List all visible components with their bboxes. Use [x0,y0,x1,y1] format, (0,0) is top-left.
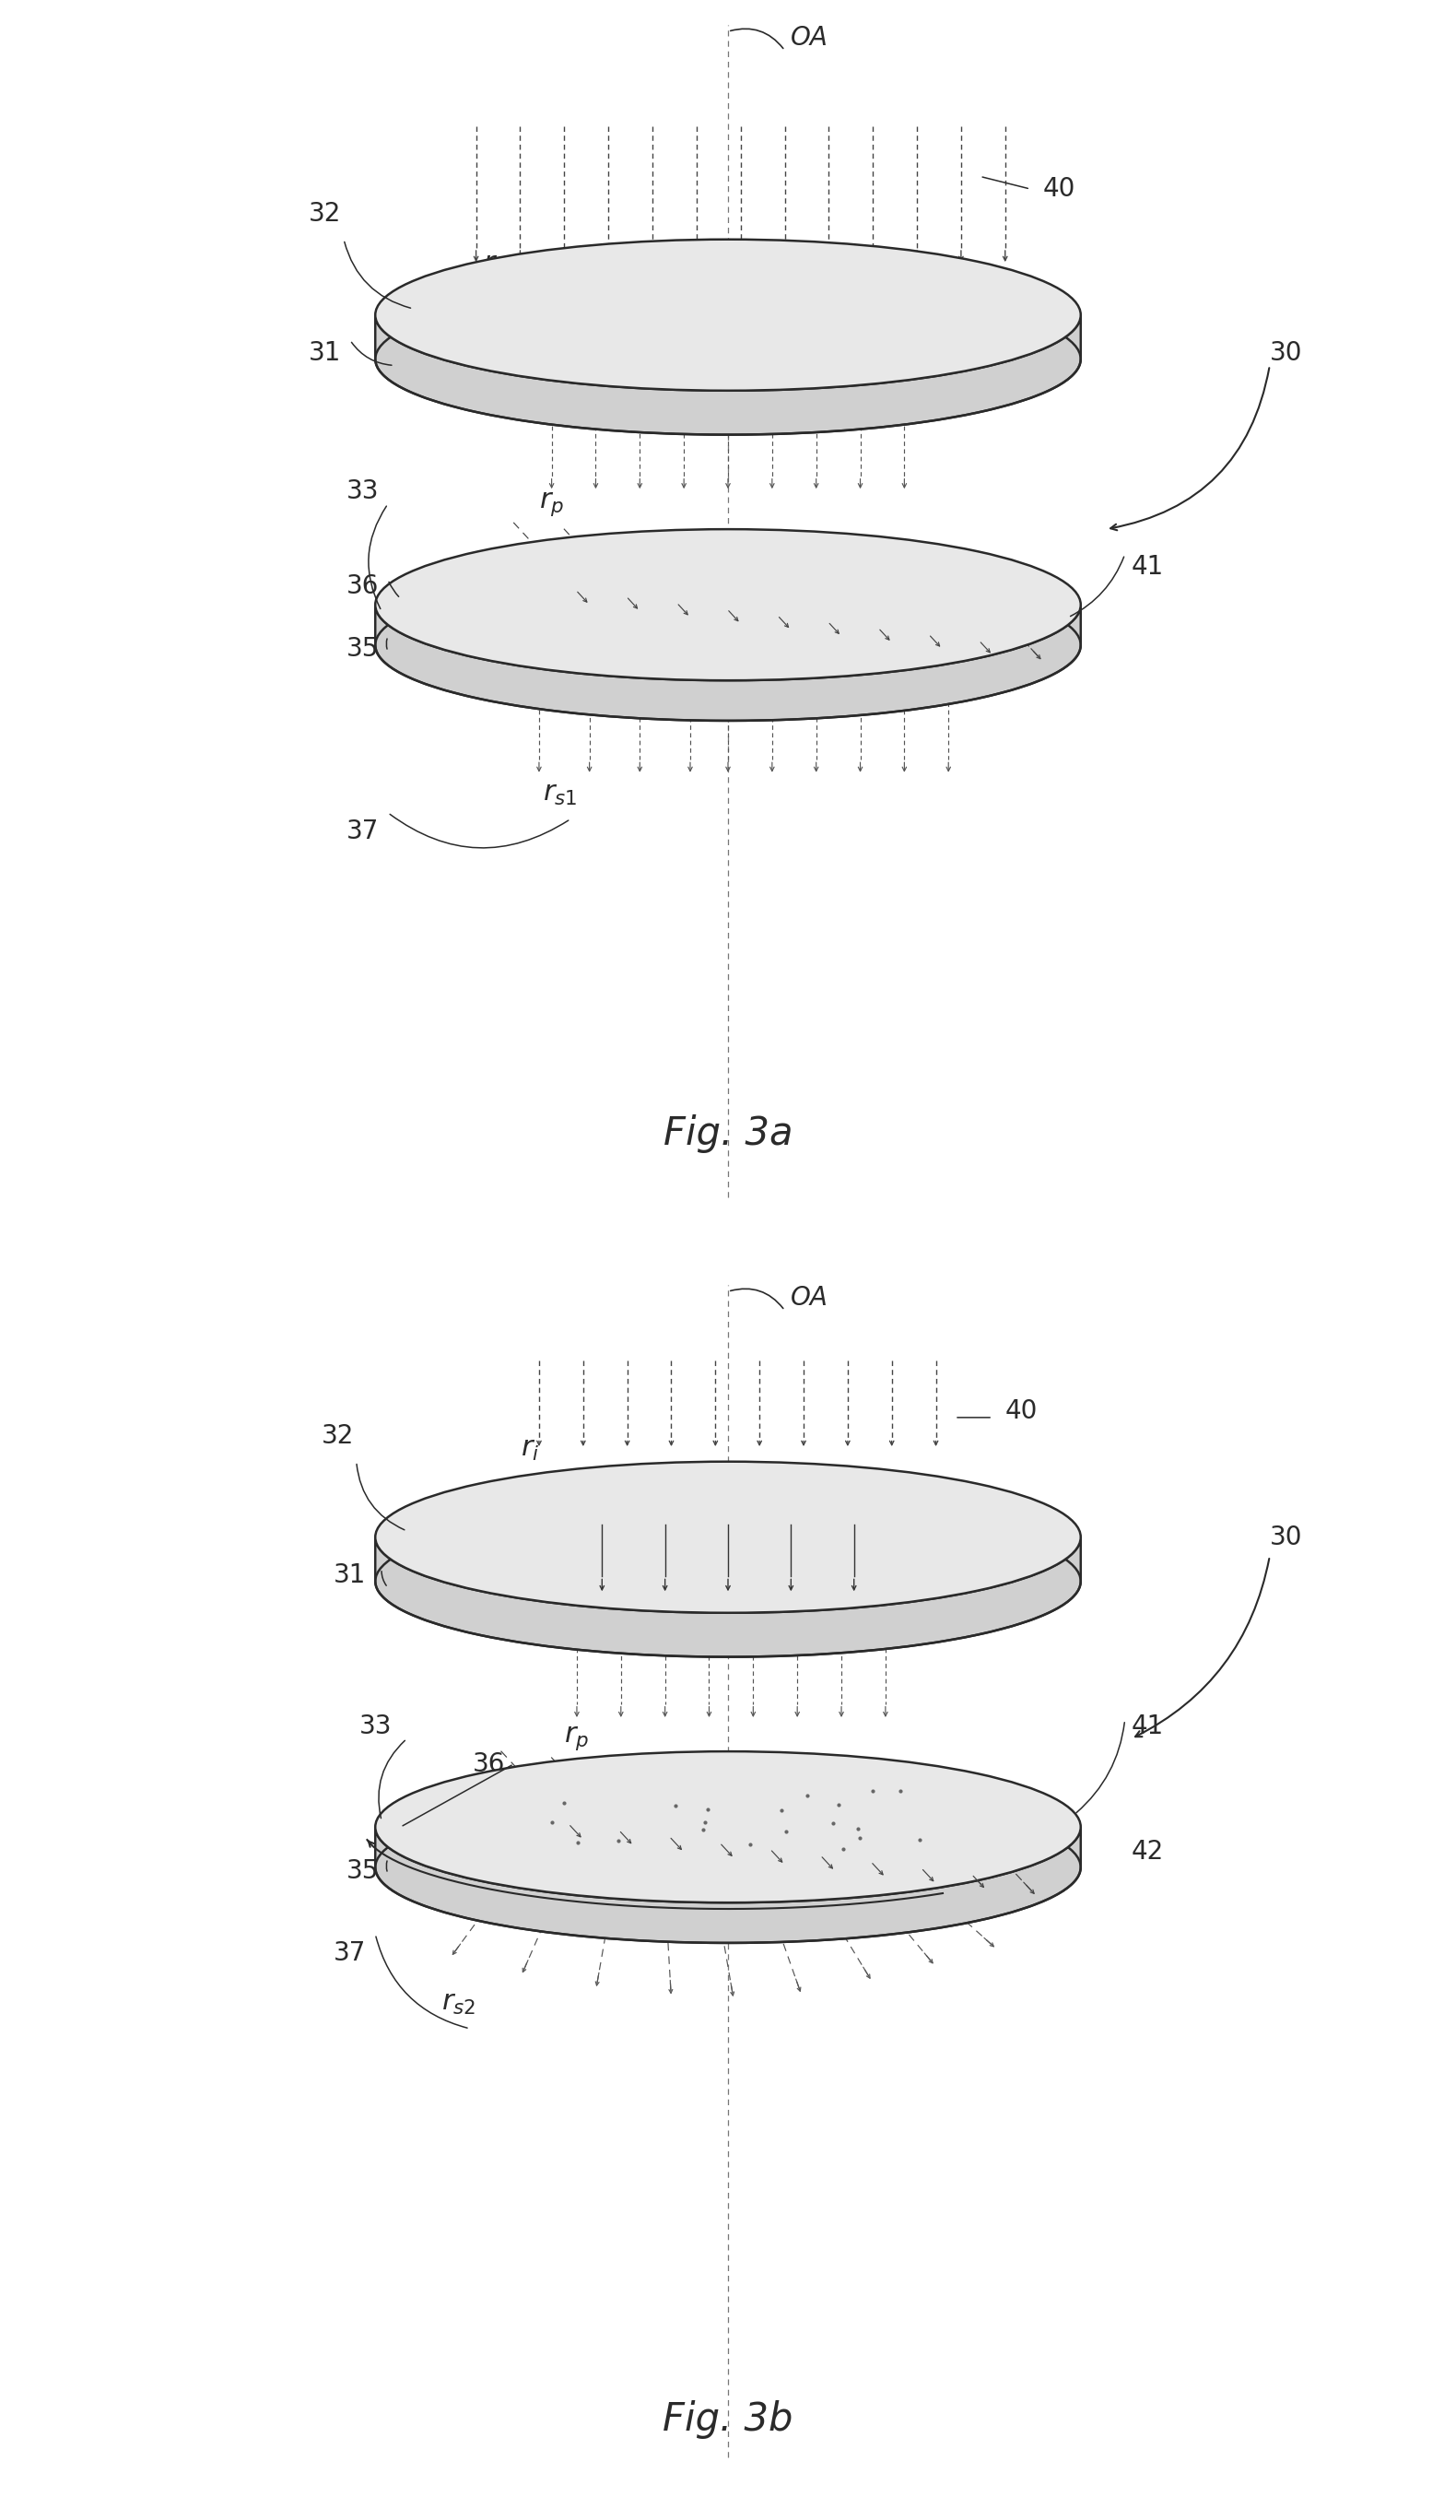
Text: $r_{s2}$: $r_{s2}$ [441,1991,476,2016]
Text: 41: 41 [1131,554,1163,580]
Polygon shape [376,315,1080,433]
Text: 37: 37 [333,1940,367,1966]
Text: 33: 33 [360,1714,392,1739]
Text: 31: 31 [309,340,341,365]
Text: 30: 30 [1270,340,1303,365]
Text: 41: 41 [1131,1714,1163,1739]
Text: $r_{s1}$: $r_{s1}$ [543,781,577,806]
Text: OA: OA [791,1285,828,1310]
Text: 36: 36 [472,1751,505,1777]
Text: 35: 35 [347,1857,379,1885]
Ellipse shape [376,1462,1080,1613]
Text: 32: 32 [322,1424,354,1449]
Text: 40: 40 [1042,176,1076,202]
Text: 40: 40 [1005,1399,1038,1424]
Text: 32: 32 [309,202,341,227]
Text: 37: 37 [347,819,379,844]
Text: 33: 33 [347,479,379,504]
Ellipse shape [376,529,1080,680]
Polygon shape [376,1537,1080,1656]
Text: 42: 42 [1131,1840,1163,1865]
Text: 30: 30 [1270,1525,1303,1550]
Text: $r_p$: $r_p$ [565,1726,590,1751]
Text: Fig. 3a: Fig. 3a [664,1114,792,1154]
Polygon shape [376,605,1080,721]
Text: Fig. 3b: Fig. 3b [662,2399,794,2439]
Polygon shape [376,1827,1080,1943]
Text: 36: 36 [347,572,379,600]
Ellipse shape [376,1751,1080,1903]
Ellipse shape [376,239,1080,391]
Text: 35: 35 [347,635,379,663]
Text: OA: OA [791,25,828,50]
Text: $r_p$: $r_p$ [539,491,565,517]
Text: 31: 31 [333,1562,367,1588]
Text: $r_i$: $r_i$ [520,1436,539,1462]
Text: $r_i$: $r_i$ [482,252,501,277]
